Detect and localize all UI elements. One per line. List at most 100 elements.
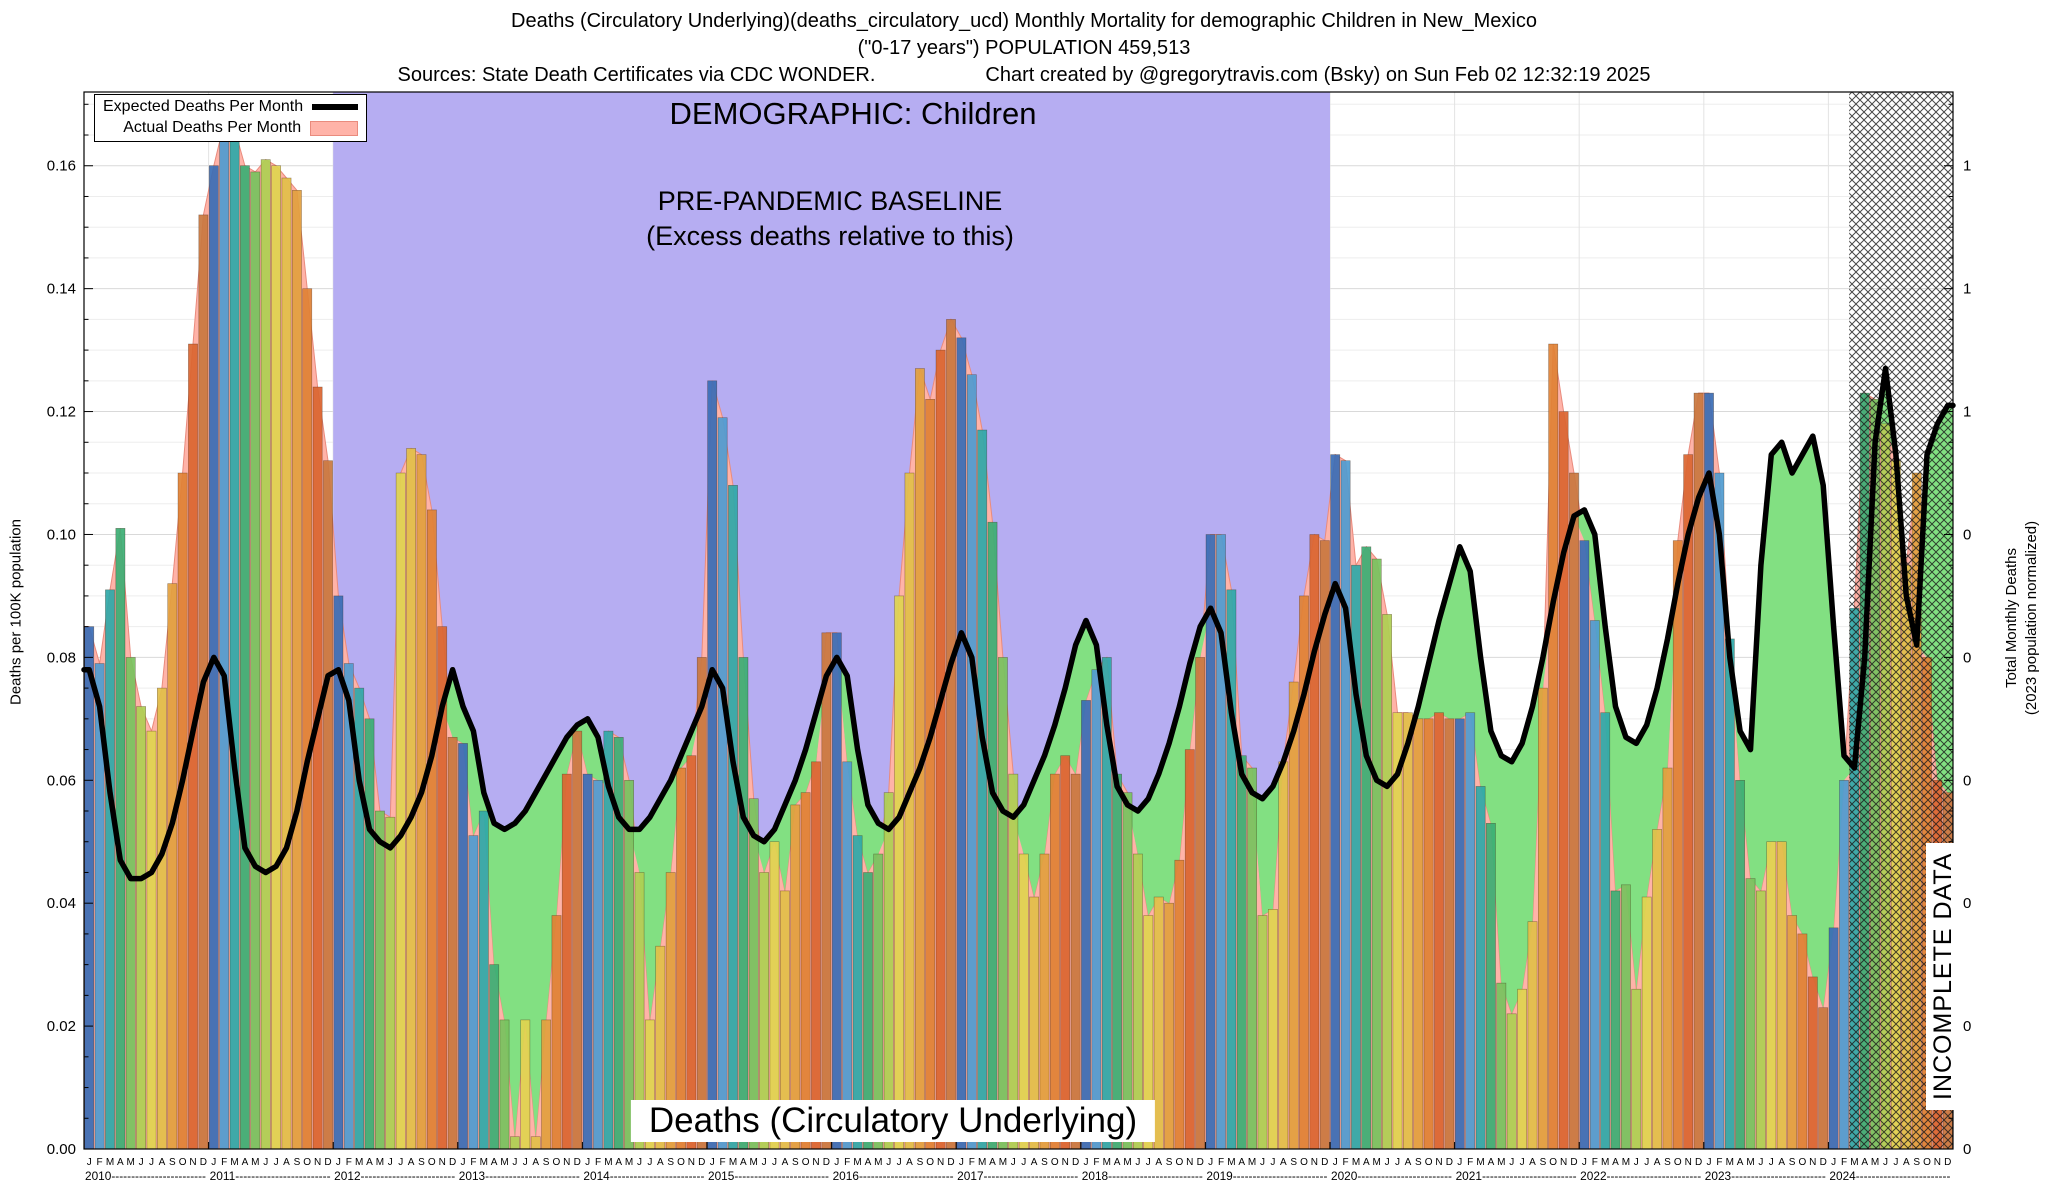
month-bar [271,165,281,1150]
month-letter: S [418,1157,425,1168]
month-bar [1621,884,1631,1150]
month-letter: N [812,1157,819,1168]
month-letter: O [1300,1157,1308,1168]
month-letter: M [1476,1157,1484,1168]
month-bar [1091,669,1102,1150]
month-letter: D [1570,1157,1577,1168]
month-letter: D [200,1157,207,1168]
month-letter: J [1333,1157,1338,1168]
month-letter: O [1923,1157,1931,1168]
month-bar [1839,779,1849,1150]
month-letter: F [97,1157,103,1168]
month-letter: J [1385,1157,1390,1168]
month-letter: J [398,1157,403,1168]
month-bar [811,761,821,1150]
month-bar [1361,546,1372,1150]
month-letter: J [1758,1157,1763,1168]
month-letter: M [1622,1157,1630,1168]
month-letter: S [1290,1157,1297,1168]
month-bar [1434,712,1444,1150]
month-bar [458,743,468,1150]
month-letter: A [1654,1157,1661,1168]
month-letter: J [211,1157,216,1168]
month-bar [1050,773,1060,1150]
month-bar [489,964,500,1150]
plot-border [83,91,1954,1150]
y-axis-tick-label: 0.08 [47,649,76,666]
month-bar [291,190,302,1150]
month-letter: D [1820,1157,1827,1168]
month-letter: N [439,1157,446,1168]
month-letter: J [149,1157,154,1168]
month-letter: J [87,1157,92,1168]
month-letter: S [917,1157,924,1168]
month-letter: F [720,1157,726,1168]
month-bar [561,773,572,1150]
month-letter: M [127,1157,135,1168]
month-letter: J [772,1157,777,1168]
month-letter: J [585,1157,590,1168]
month-letter: A [1114,1157,1121,1168]
month-bar [1569,472,1579,1150]
month-bar [738,657,749,1150]
month-letter: O [1176,1157,1184,1168]
month-bar [219,122,230,1150]
month-letter: D [1072,1157,1079,1168]
legend-actual-label: Actual Deaths Per Month [123,118,302,136]
month-letter: J [1582,1157,1587,1168]
month-bar [946,319,956,1150]
year-label: 2015------------------------ [708,1171,829,1183]
year-label: 2021------------------------ [1456,1171,1577,1183]
month-letter: A [1031,1157,1038,1168]
month-bar [1527,921,1538,1150]
y2-axis-label-line1: Total Monthly Deaths [2002,547,2020,689]
month-letter: F [1716,1157,1722,1168]
chart-title-line3: Sources: State Death Certificates via CD… [0,62,2048,89]
month-letter: A [1903,1157,1910,1168]
month-bar [1184,749,1195,1150]
month-letter: M [1248,1157,1256,1168]
month-letter: M [604,1157,612,1168]
month-letter: A [1612,1157,1619,1168]
month-bar [1278,761,1289,1150]
month-bar [1756,890,1766,1150]
month-bar [997,657,1008,1150]
month-bar [1797,933,1808,1150]
month-bar [686,755,697,1150]
axis-tick-labels: 0.00 0 0.02 0 0.04 0 0.06 0 0.08 0 0.10 0 0.12 1 0.14 1… [47,158,1972,1158]
month-bar [1506,1013,1517,1150]
month-letter: M [1352,1157,1360,1168]
month-bar [1008,773,1019,1150]
y-axis-tick-label: 0.12 [47,404,76,421]
month-bar [842,761,853,1150]
y-axis-tick-label: 0.06 [47,772,76,789]
month-letter: J [274,1157,279,1168]
month-bar [364,718,375,1150]
month-letter: A [1861,1157,1868,1168]
month-letter: M [1871,1157,1879,1168]
month-letter: D [698,1157,705,1168]
month-letter: J [263,1157,268,1168]
month-letter: A [865,1157,872,1168]
month-bar [1548,343,1559,1150]
month-letter: S [1913,1157,1920,1168]
month-letter: D [823,1157,830,1168]
month-bar [1475,786,1486,1150]
month-bar [707,380,718,1150]
month-letter: A [159,1157,166,1168]
month-letter: F [1592,1157,1598,1168]
month-letter: A [366,1157,373,1168]
month-bar [1589,620,1600,1150]
month-letter: S [1789,1157,1796,1168]
month-letter: D [1446,1157,1453,1168]
month-letter: O [1549,1157,1557,1168]
month-letter: J [388,1157,393,1168]
year-label: 2011------------------------ [210,1171,331,1183]
month-bar [1257,915,1268,1150]
month-letter: A [117,1157,124,1168]
y-axis-tick-label: 0.04 [47,895,76,912]
month-letter: J [461,1157,466,1168]
month-bar [1122,792,1133,1150]
y2-axis-tick-label: 0 [1963,1018,1971,1035]
